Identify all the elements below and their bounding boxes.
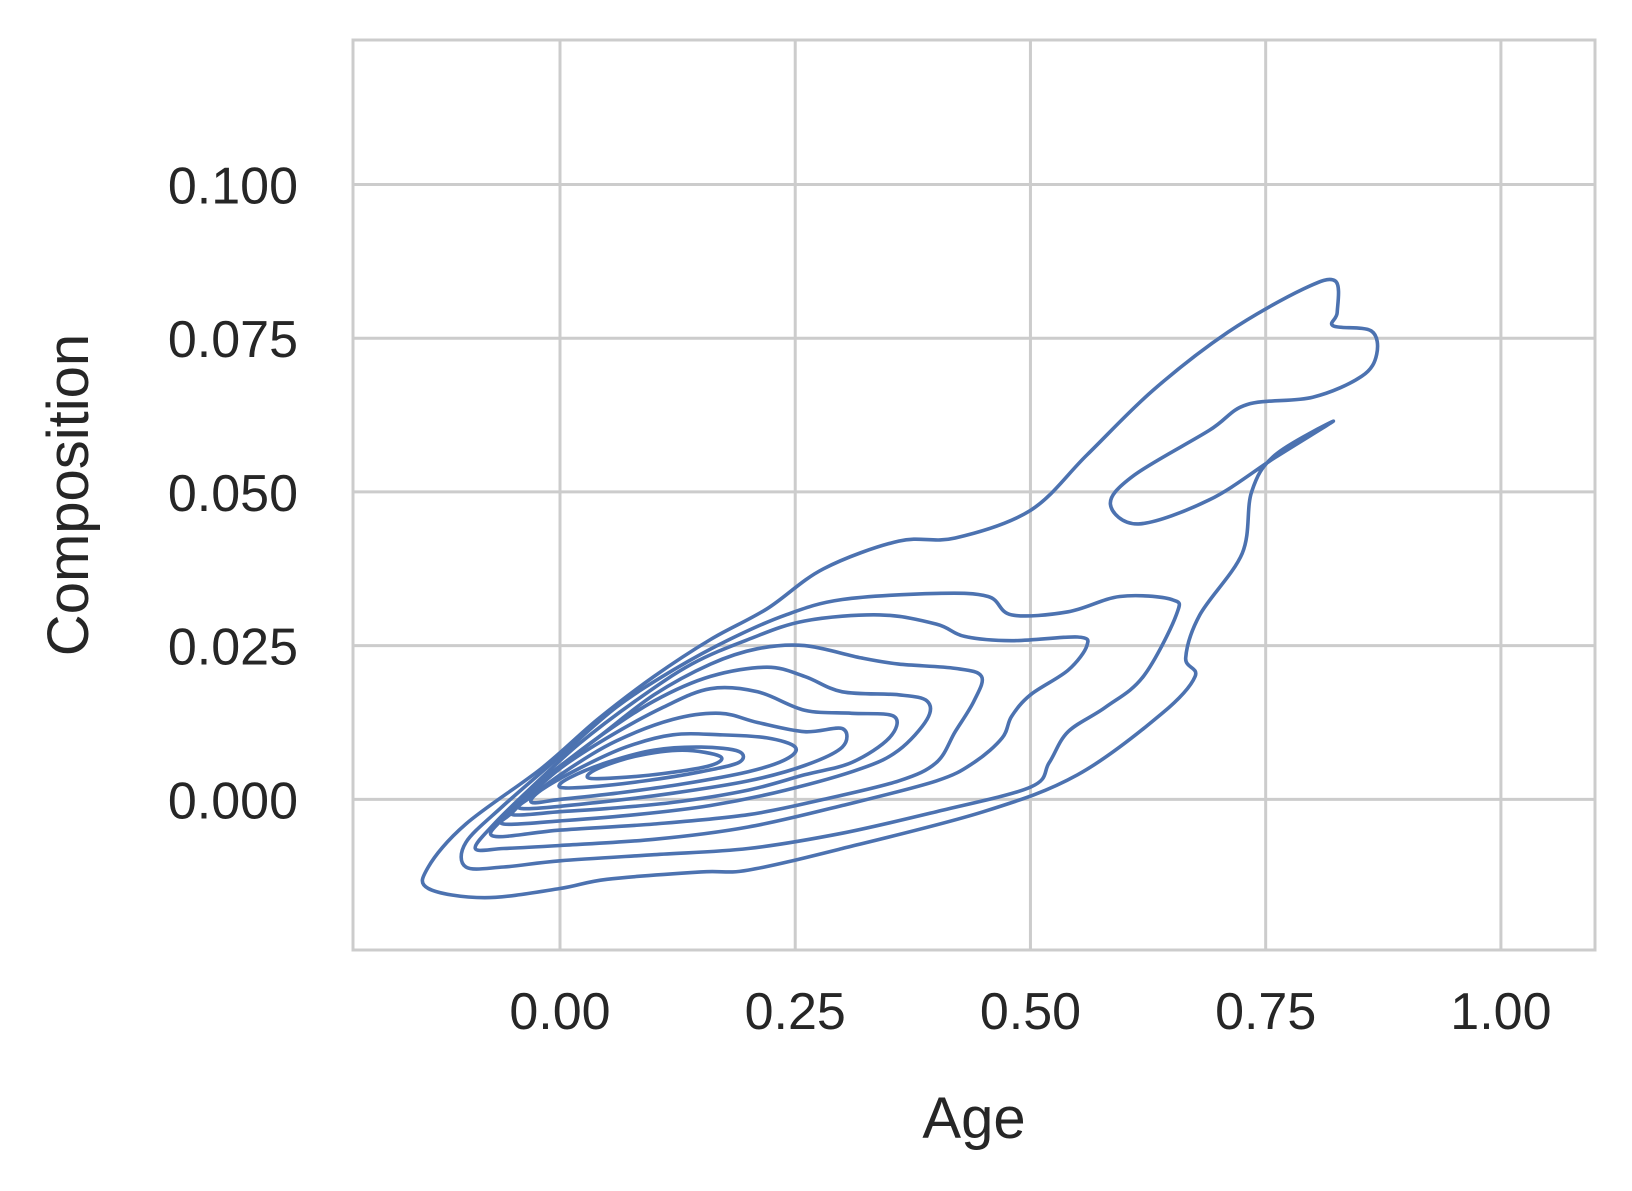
y-tick-label-3: 0.075 (168, 311, 298, 369)
contour-level-10 (585, 748, 724, 781)
y-axis-label: Composition (36, 334, 101, 656)
y-tick-label-2: 0.050 (168, 465, 298, 523)
x-tick-label-3: 0.75 (1215, 983, 1316, 1041)
contour-series (420, 277, 1380, 900)
contour-level-9 (557, 745, 746, 790)
y-tick-label-4: 0.100 (168, 157, 298, 215)
x-tick-label-1: 0.25 (745, 983, 846, 1041)
contour-level-2 (459, 591, 1182, 871)
contour-level-3 (473, 613, 1090, 853)
y-tick-label-0: 0.000 (168, 772, 298, 830)
x-tick-label-4: 1.00 (1450, 983, 1551, 1041)
tick-labels: 0.00 0.25 0.50 0.75 1.00 0.000 0.025 0.050 0.075… (168, 157, 1552, 1041)
y-tick-label-1: 0.025 (168, 619, 298, 677)
x-tick-label-0: 0.00 (509, 983, 610, 1041)
contour-level-5 (498, 665, 933, 827)
x-tick-label-2: 0.50 (980, 983, 1081, 1041)
contour-level-7 (516, 711, 849, 811)
contour-level-6 (508, 685, 899, 817)
contour-level-1 (420, 277, 1380, 900)
x-axis-label: Age (922, 1086, 1025, 1151)
contour-level-8 (529, 731, 798, 805)
